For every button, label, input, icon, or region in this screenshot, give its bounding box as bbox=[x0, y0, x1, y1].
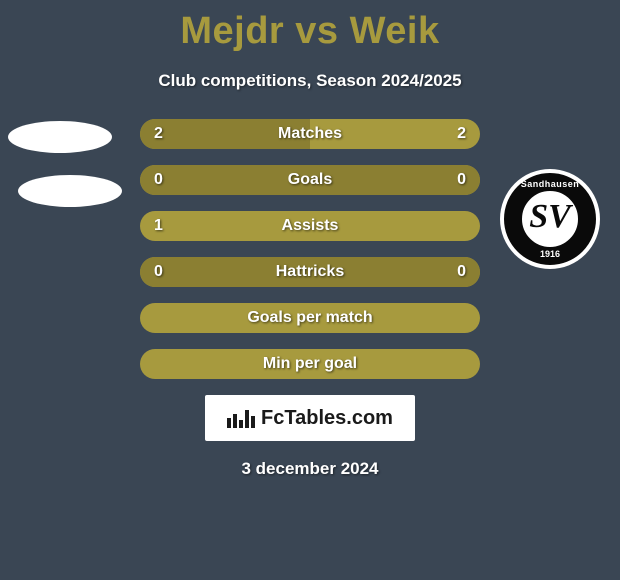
stat-value-left: 2 bbox=[154, 125, 163, 143]
stat-value-right: 2 bbox=[457, 125, 466, 143]
fctables-text: FcTables.com bbox=[261, 407, 393, 430]
comparison-title: Mejdr vs Weik bbox=[0, 0, 620, 53]
mini-bar bbox=[239, 420, 243, 428]
player-photo-left-1 bbox=[8, 121, 112, 153]
mini-bar bbox=[251, 416, 255, 428]
stat-label: Goals per match bbox=[247, 309, 372, 327]
stat-row: 2 Matches 2 bbox=[140, 119, 480, 149]
stat-value-left: 0 bbox=[154, 263, 163, 281]
date-label: 3 december 2024 bbox=[0, 459, 620, 479]
fctables-badge: FcTables.com bbox=[205, 395, 415, 441]
stat-value-left: 1 bbox=[154, 217, 163, 235]
club-logo-main: SV bbox=[529, 202, 571, 233]
stat-row: Goals per match bbox=[140, 303, 480, 333]
mini-bar bbox=[233, 414, 237, 428]
stat-label: Assists bbox=[282, 217, 339, 235]
stat-row: 0 Goals 0 bbox=[140, 165, 480, 195]
club-logo-top-text: Sandhausen bbox=[521, 179, 580, 189]
stats-area: Sandhausen SV 1916 2 Matches 2 0 Goals 0 1 Assi… bbox=[0, 119, 620, 379]
club-logo-right: Sandhausen SV 1916 bbox=[500, 169, 600, 269]
mini-bar bbox=[245, 410, 249, 428]
bar-chart-icon bbox=[227, 408, 255, 428]
stat-row: 1 Assists bbox=[140, 211, 480, 241]
comparison-subtitle: Club competitions, Season 2024/2025 bbox=[0, 71, 620, 91]
stat-value-right: 0 bbox=[457, 171, 466, 189]
stat-rows-container: 2 Matches 2 0 Goals 0 1 Assists 0 Hattricks 0 Goals… bbox=[140, 119, 480, 379]
stat-row: Min per goal bbox=[140, 349, 480, 379]
stat-label: Matches bbox=[278, 125, 342, 143]
club-logo-bottom-text: 1916 bbox=[540, 249, 560, 259]
stat-label: Goals bbox=[288, 171, 332, 189]
stat-value-left: 0 bbox=[154, 171, 163, 189]
stat-label: Min per goal bbox=[263, 355, 357, 373]
stat-row: 0 Hattricks 0 bbox=[140, 257, 480, 287]
player-photo-left-2 bbox=[18, 175, 122, 207]
stat-value-right: 0 bbox=[457, 263, 466, 281]
stat-label: Hattricks bbox=[276, 263, 344, 281]
mini-bar bbox=[227, 418, 231, 428]
